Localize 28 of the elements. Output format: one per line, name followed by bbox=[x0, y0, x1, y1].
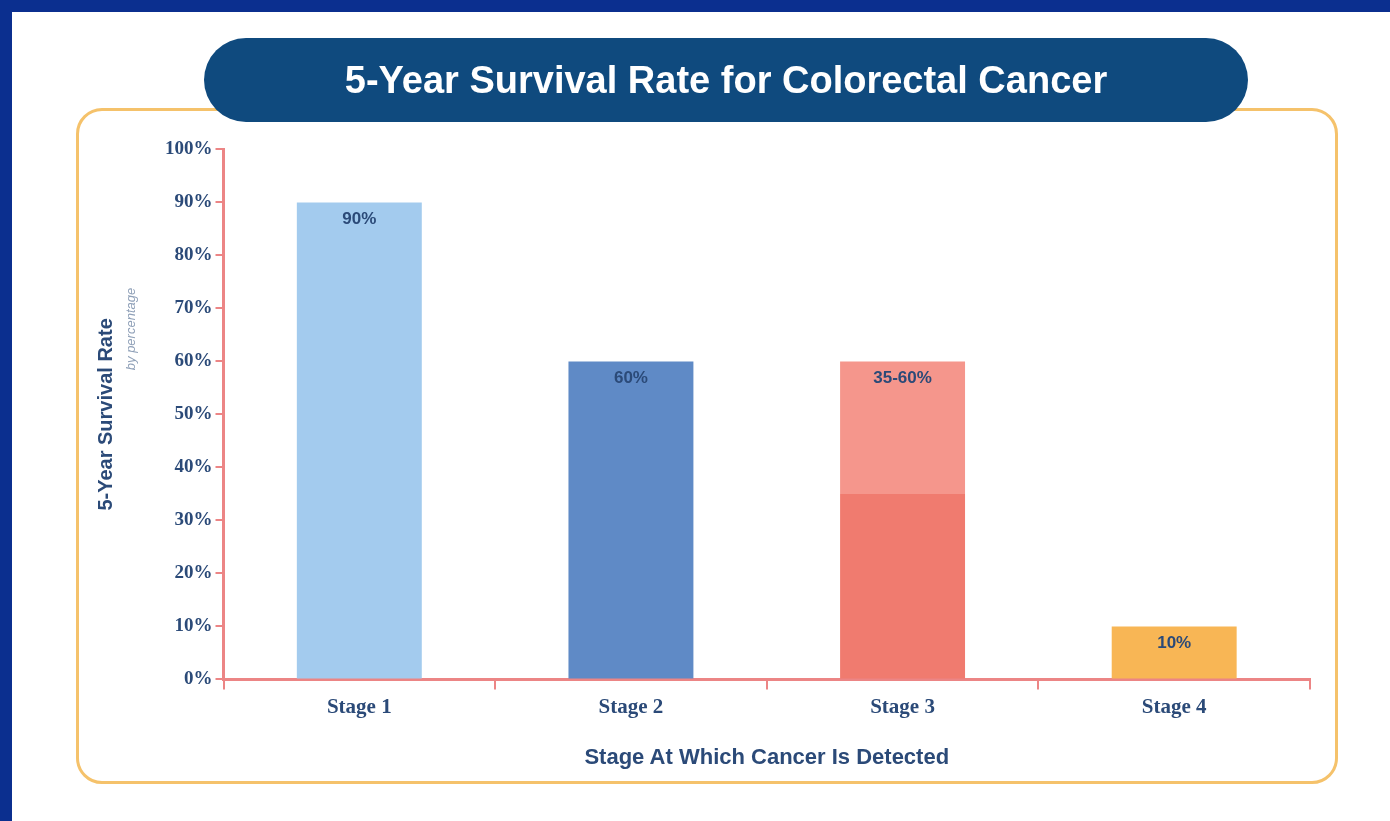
text: by percentage bbox=[123, 286, 139, 373]
y-tick-label: 60% bbox=[174, 349, 213, 371]
y-tick-label: 100% bbox=[165, 137, 213, 159]
y-tick-label: 70% bbox=[174, 296, 213, 318]
y-tick-label: 0% bbox=[184, 667, 213, 689]
y-tick-label: 10% bbox=[174, 614, 213, 636]
x-tick-label: Stage 3 bbox=[870, 694, 935, 719]
chart-title: 5-Year Survival Rate for Colorectal Cancer bbox=[204, 38, 1248, 122]
y-tick-label: 20% bbox=[174, 561, 213, 583]
data-label: 60% bbox=[613, 367, 648, 387]
bar bbox=[840, 493, 966, 679]
x-tick-label: Stage 4 bbox=[1141, 694, 1208, 719]
bar bbox=[296, 202, 422, 679]
bar bbox=[1111, 626, 1237, 679]
x-tick-label: Stage 2 bbox=[598, 694, 664, 719]
annotation: 35-60% bbox=[873, 367, 932, 387]
y-tick-label: 90% bbox=[174, 190, 213, 212]
bar bbox=[840, 361, 966, 494]
y-tick-label: 50% bbox=[174, 402, 213, 424]
bar bbox=[568, 361, 694, 679]
y-tick-label: 30% bbox=[174, 508, 213, 530]
y-tick-label: 40% bbox=[174, 455, 213, 477]
x-tick-label: Stage 1 bbox=[326, 694, 392, 719]
y-axis-title: 5-Year Survival Rate bbox=[93, 318, 116, 511]
data-label: 10% bbox=[1157, 632, 1192, 652]
y-tick-label: 80% bbox=[174, 243, 213, 265]
x-axis-title: Stage At Which Cancer Is Detected bbox=[584, 743, 950, 769]
data-label: 90% bbox=[342, 208, 377, 228]
